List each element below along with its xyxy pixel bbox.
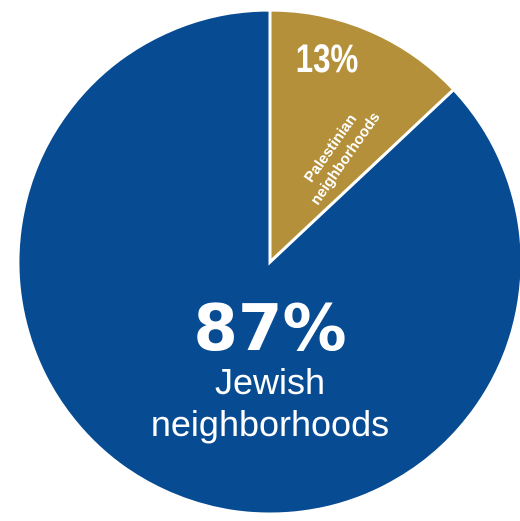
slice-label-palestinian-percent: 13% bbox=[296, 36, 358, 81]
slice-label-jewish-line2: neighborhoods bbox=[151, 403, 389, 444]
slice-label-jewish-line1: Jewish bbox=[215, 361, 325, 402]
slice-label-jewish-percent: 87% bbox=[193, 292, 346, 366]
pie-slice-palestinian bbox=[268, 8, 456, 266]
